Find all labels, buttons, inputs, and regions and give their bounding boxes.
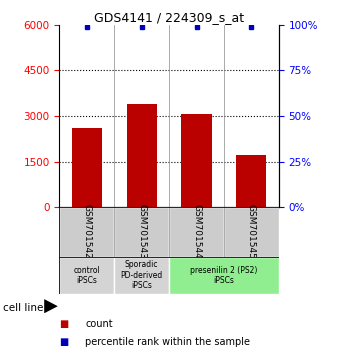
Text: GSM701542: GSM701542 (82, 205, 91, 259)
Bar (114, 257, 169, 294)
Text: ■: ■ (59, 337, 69, 347)
Title: GDS4141 / 224309_s_at: GDS4141 / 224309_s_at (94, 11, 244, 24)
Text: GSM701543: GSM701543 (137, 204, 146, 259)
Text: control
iPSCs: control iPSCs (73, 266, 100, 285)
Text: cell line: cell line (3, 303, 44, 313)
Bar (236, 155, 267, 207)
Bar (182, 114, 211, 207)
Bar (127, 104, 157, 207)
Text: count: count (85, 319, 113, 329)
Text: presenilin 2 (PS2)
iPSCs: presenilin 2 (PS2) iPSCs (190, 266, 258, 285)
Polygon shape (44, 299, 58, 313)
Text: Sporadic
PD-derived
iPSCs: Sporadic PD-derived iPSCs (121, 260, 163, 290)
Text: percentile rank within the sample: percentile rank within the sample (85, 337, 250, 347)
Text: ■: ■ (59, 319, 69, 329)
Bar (114, 207, 169, 257)
Bar (224, 207, 279, 257)
Bar (59, 257, 114, 294)
Bar (72, 128, 102, 207)
Bar (169, 207, 224, 257)
Text: GSM701544: GSM701544 (192, 205, 201, 259)
Bar (169, 257, 279, 294)
Text: GSM701545: GSM701545 (247, 204, 256, 259)
Bar (59, 207, 114, 257)
